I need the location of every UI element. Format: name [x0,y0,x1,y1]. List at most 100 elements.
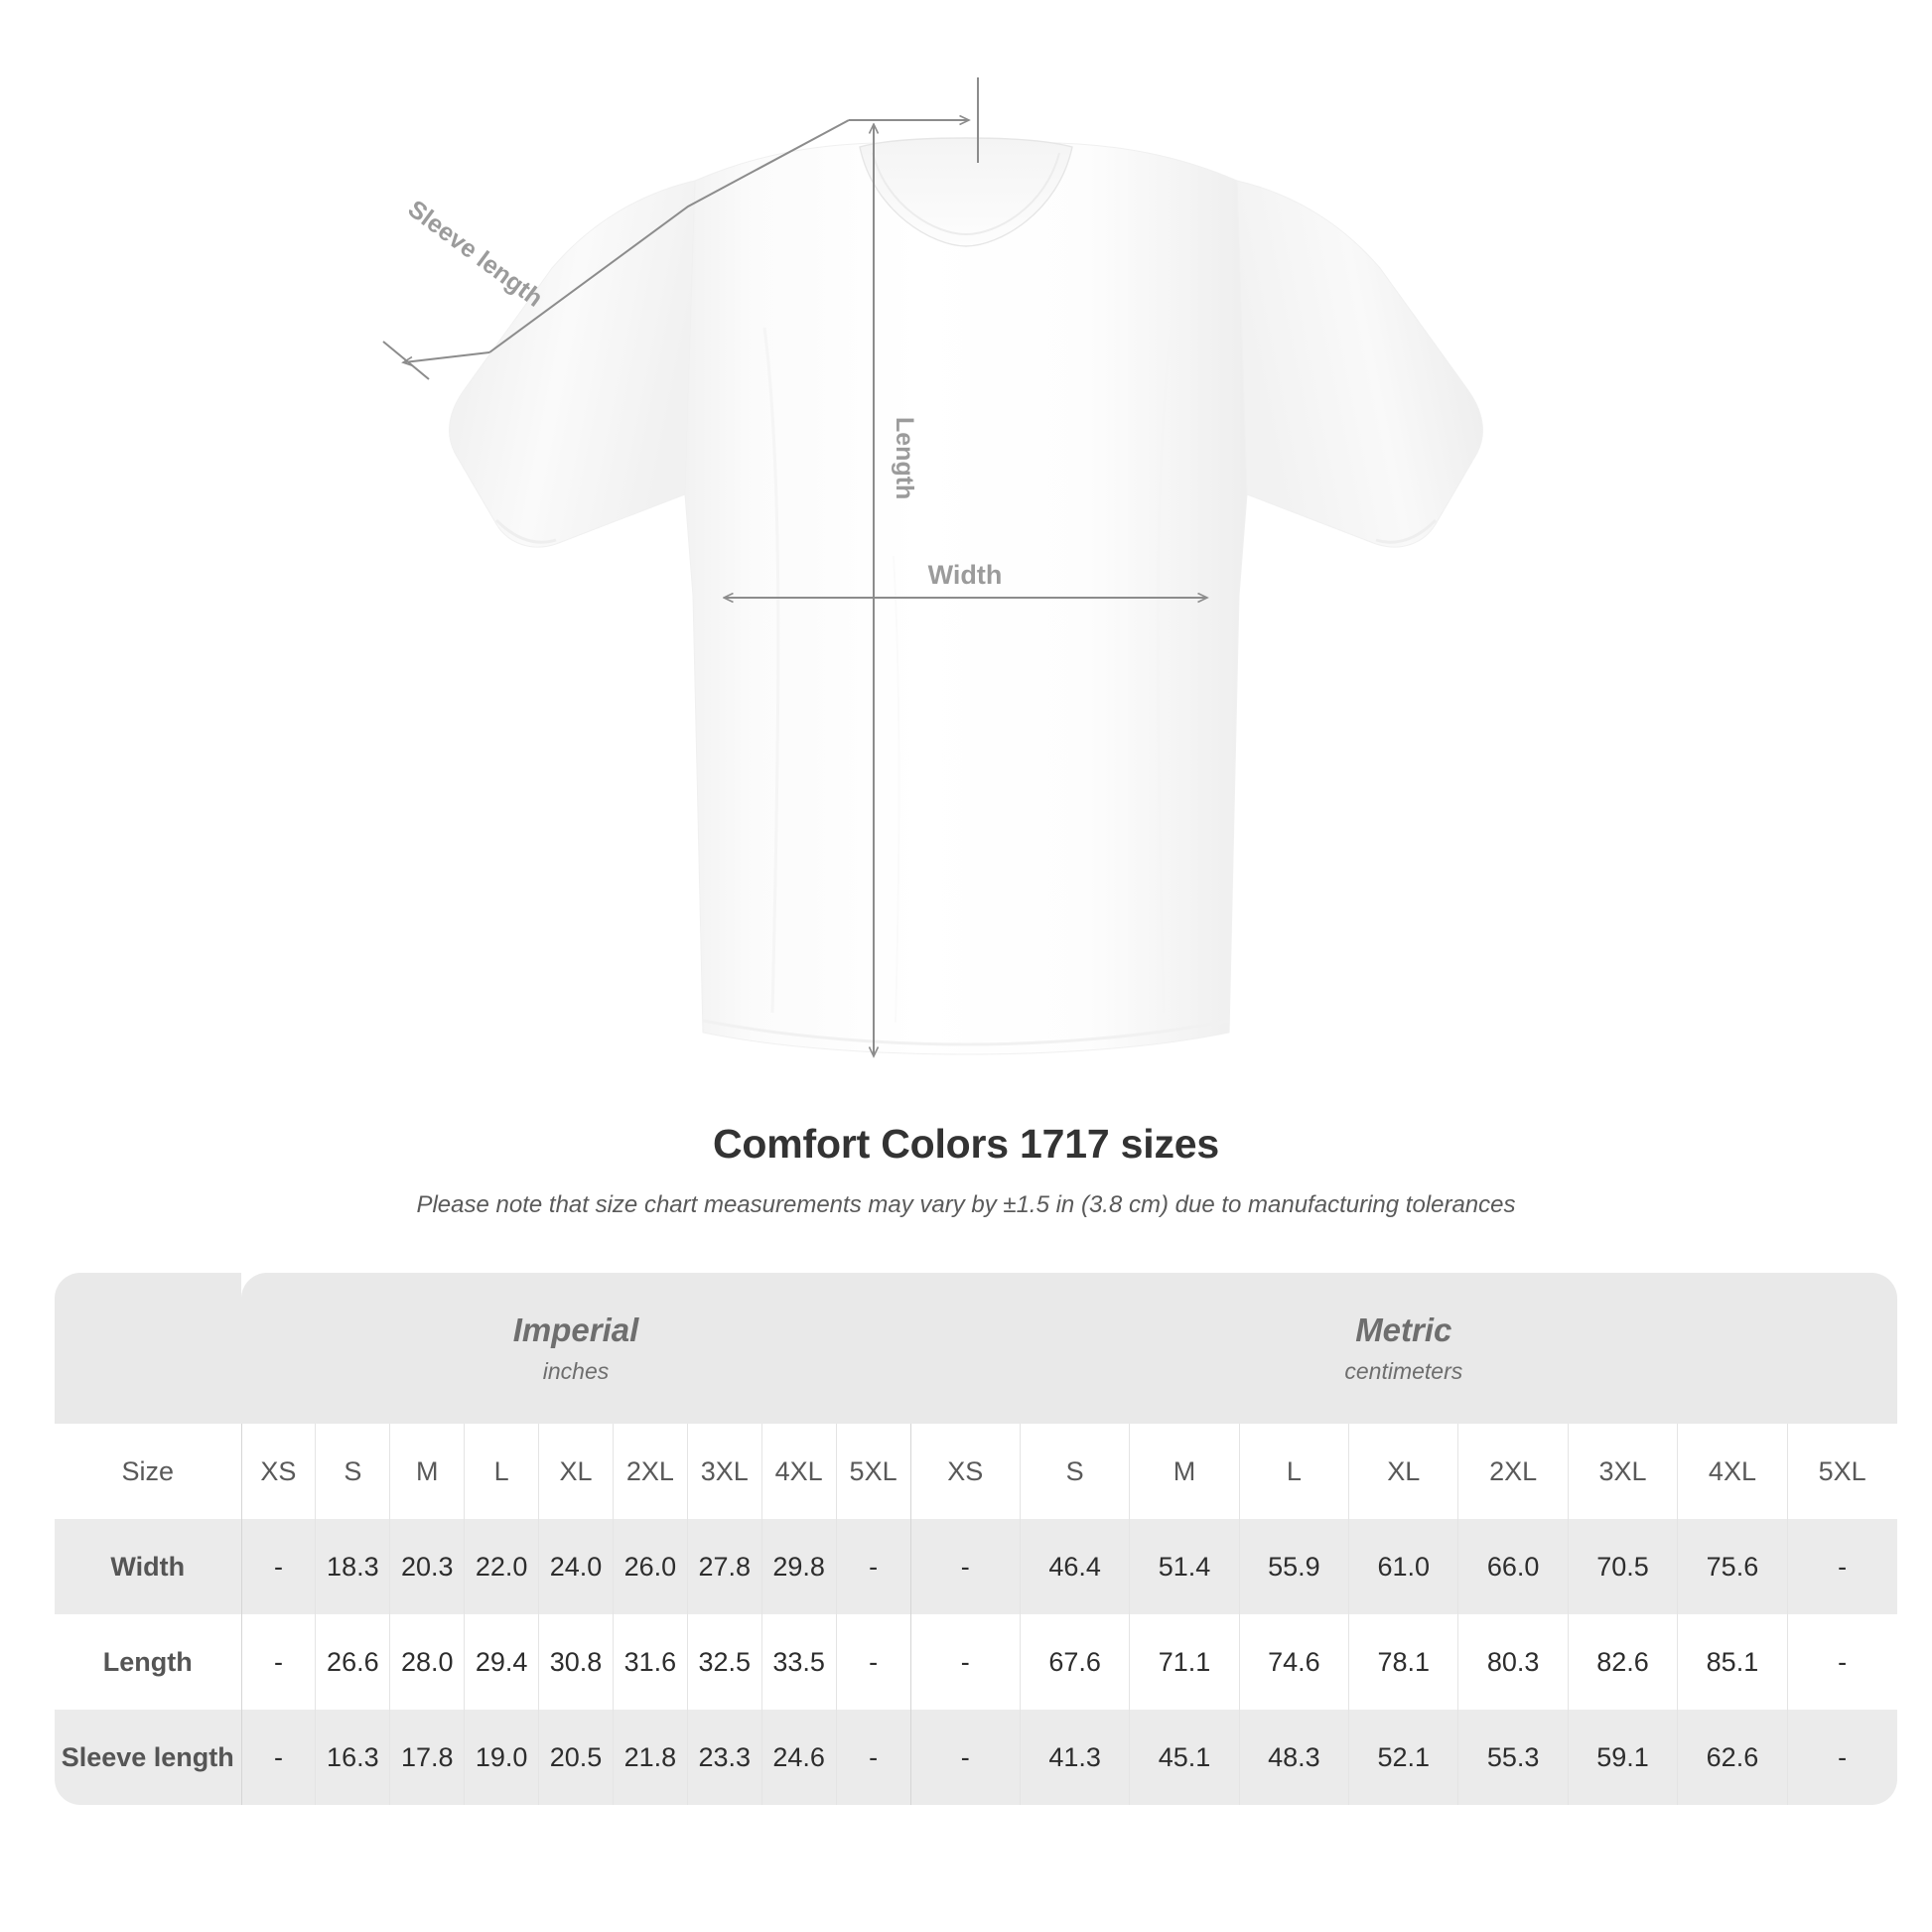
cell-width-imperial-xs: - [240,1519,316,1614]
cell-sleeve-metric-5xl: - [1786,1710,1897,1805]
size-header-imperial-5xl: 5XL [835,1424,911,1519]
unit-group-imperial: Imperial inches [241,1273,911,1424]
table-row: Width - 18.3 20.3 22.0 24.0 26.0 27.8 29… [55,1519,1897,1614]
size-header-metric-5xl: 5XL [1786,1424,1897,1519]
width-label: Width [928,560,1003,590]
cell-width-imperial-m: 20.3 [389,1519,465,1614]
unit-banner-spacer [55,1273,241,1424]
cell-width-metric-m: 51.4 [1129,1519,1240,1614]
cell-width-metric-l: 55.9 [1238,1519,1349,1614]
row-label-length: Length [55,1614,241,1710]
size-header-metric-l: L [1238,1424,1349,1519]
cell-length-imperial-l: 29.4 [464,1614,539,1710]
cell-length-imperial-xl: 30.8 [538,1614,614,1710]
size-header-metric-3xl: 3XL [1567,1424,1678,1519]
size-header-imperial-l: L [464,1424,539,1519]
page-title: Comfort Colors 1717 sizes [713,1121,1219,1167]
cell-width-imperial-s: 18.3 [315,1519,390,1614]
size-header-metric-4xl: 4XL [1677,1424,1788,1519]
size-header-imperial-4xl: 4XL [760,1424,837,1519]
cell-sleeve-metric-l: 48.3 [1238,1710,1349,1805]
cell-width-imperial-2xl: 26.0 [612,1519,688,1614]
cell-width-imperial-l: 22.0 [464,1519,539,1614]
row-label-sleeve-length: Sleeve length [55,1710,241,1805]
table-row: Sleeve length - 16.3 17.8 19.0 20.5 21.8… [55,1710,1897,1805]
size-table-wrap: Imperial inches Metric centimeters Size … [55,1273,1897,1805]
sleeve-length-label: Sleeve length [403,195,548,312]
cell-sleeve-metric-xs: - [909,1710,1021,1805]
length-label: Length [891,417,918,499]
tolerance-note: Please note that size chart measurements… [416,1191,1516,1219]
cell-length-imperial-5xl: - [835,1614,911,1710]
size-header-imperial-xl: XL [538,1424,614,1519]
cell-length-imperial-2xl: 31.6 [612,1614,688,1710]
cell-sleeve-metric-xl: 52.1 [1348,1710,1458,1805]
size-header-imperial-xs: XS [240,1424,316,1519]
cell-length-metric-xs: - [909,1614,1021,1710]
unit-group-imperial-sub: inches [542,1357,610,1384]
cell-sleeve-metric-m: 45.1 [1129,1710,1240,1805]
unit-group-imperial-name: Imperial [512,1311,639,1349]
cell-width-metric-2xl: 66.0 [1457,1519,1569,1614]
size-header-metric-2xl: 2XL [1457,1424,1569,1519]
cell-length-imperial-s: 26.6 [315,1614,390,1710]
size-header-metric-s: S [1019,1424,1130,1519]
cell-width-imperial-xl: 24.0 [538,1519,614,1614]
cell-sleeve-metric-4xl: 62.6 [1677,1710,1788,1805]
cell-length-metric-l: 74.6 [1238,1614,1349,1710]
cell-sleeve-metric-3xl: 59.1 [1567,1710,1678,1805]
cell-width-metric-3xl: 70.5 [1567,1519,1678,1614]
cell-length-metric-xl: 78.1 [1348,1614,1458,1710]
size-header-imperial-2xl: 2XL [612,1424,688,1519]
cell-length-metric-2xl: 80.3 [1457,1614,1569,1710]
sleeve-length-end-tick [382,341,430,380]
sleeve-length-leader-line [488,119,850,353]
size-header-metric-xs: XS [909,1424,1021,1519]
cell-length-metric-4xl: 85.1 [1677,1614,1788,1710]
cell-length-metric-s: 67.6 [1019,1614,1130,1710]
unit-group-metric-name: Metric [1355,1311,1452,1349]
table-row: Length - 26.6 28.0 29.4 30.8 31.6 32.5 3… [55,1614,1897,1710]
cell-length-imperial-4xl: 33.5 [760,1614,837,1710]
cell-width-imperial-4xl: 29.8 [760,1519,837,1614]
cell-width-imperial-3xl: 27.8 [686,1519,762,1614]
cell-width-metric-5xl: - [1786,1519,1897,1614]
cell-sleeve-imperial-m: 17.8 [389,1710,465,1805]
cell-sleeve-imperial-3xl: 23.3 [686,1710,762,1805]
cell-width-metric-s: 46.4 [1019,1519,1130,1614]
size-chart-table: Imperial inches Metric centimeters Size … [55,1273,1897,1805]
cell-sleeve-metric-2xl: 55.3 [1457,1710,1569,1805]
length-dimension: Length [874,125,918,1055]
unit-banner-row: Imperial inches Metric centimeters [55,1273,1897,1424]
size-header-metric-m: M [1129,1424,1240,1519]
cell-width-metric-xl: 61.0 [1348,1519,1458,1614]
cell-width-metric-4xl: 75.6 [1677,1519,1788,1614]
size-header-metric-xl: XL [1348,1424,1458,1519]
cell-length-imperial-m: 28.0 [389,1614,465,1710]
cell-sleeve-imperial-s: 16.3 [315,1710,390,1805]
cell-length-metric-m: 71.1 [1129,1614,1240,1710]
cell-sleeve-imperial-l: 19.0 [464,1710,539,1805]
width-dimension: Width [725,560,1206,598]
cell-length-metric-5xl: - [1786,1614,1897,1710]
cell-width-metric-xs: - [909,1519,1021,1614]
cell-length-imperial-3xl: 32.5 [686,1614,762,1710]
cell-sleeve-imperial-xl: 20.5 [538,1710,614,1805]
size-header-label: Size [55,1424,241,1519]
row-label-width: Width [55,1519,241,1614]
cell-sleeve-imperial-xs: - [240,1710,316,1805]
cell-sleeve-imperial-2xl: 21.8 [612,1710,688,1805]
unit-group-metric: Metric centimeters [910,1273,1897,1424]
size-header-imperial-m: M [389,1424,465,1519]
tshirt-diagram: Sleeve length Length Width [382,77,1483,1112]
cell-length-metric-3xl: 82.6 [1567,1614,1678,1710]
cell-length-imperial-xs: - [240,1614,316,1710]
sleeve-length-bottom-arrow [404,351,490,362]
size-header-imperial-s: S [315,1424,390,1519]
unit-group-metric-sub: centimeters [1344,1357,1463,1384]
cell-sleeve-imperial-5xl: - [835,1710,911,1805]
size-header-imperial-3xl: 3XL [686,1424,762,1519]
cell-width-imperial-5xl: - [835,1519,911,1614]
cell-sleeve-metric-s: 41.3 [1019,1710,1130,1805]
